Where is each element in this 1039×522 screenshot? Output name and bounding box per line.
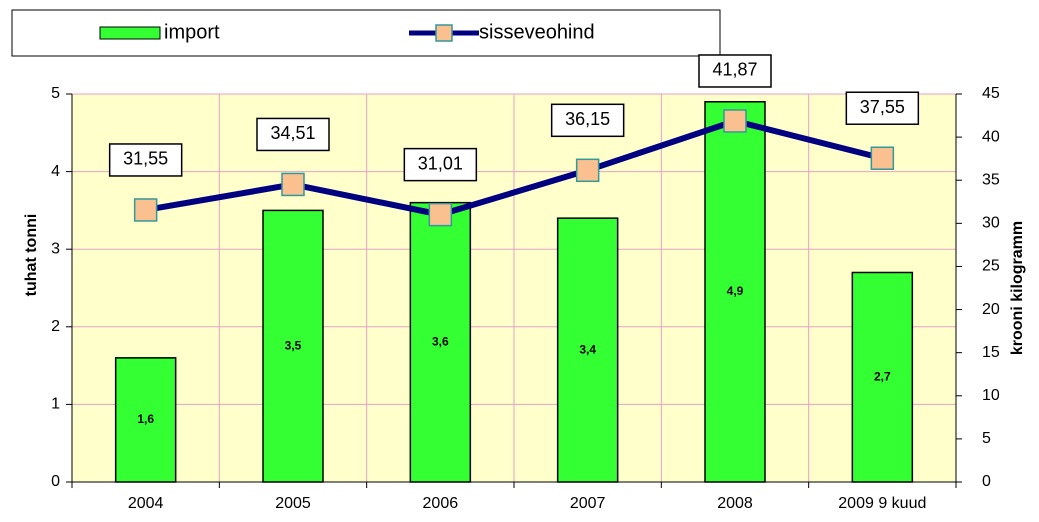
- y2-tick-label: 5: [982, 430, 991, 447]
- data-label-box: [845, 91, 920, 125]
- y2-tick-label: 15: [982, 344, 1000, 361]
- bar-label: 3,5: [285, 338, 302, 352]
- line: [145, 117, 884, 218]
- y-tick-label: 4: [51, 163, 60, 180]
- marker: [723, 109, 747, 133]
- data-label: 34,51: [270, 123, 315, 143]
- x-tick-label: 2008: [717, 495, 753, 512]
- y2-tick-label: 35: [982, 171, 1000, 188]
- y-axis-title: tuhat tonni: [23, 214, 40, 297]
- y-tick-label: 2: [51, 318, 60, 335]
- data-label-box: [256, 117, 330, 152]
- y-tick-label: 1: [51, 396, 60, 413]
- legend-marker: [435, 24, 453, 42]
- y-tick-label: 0: [51, 473, 60, 490]
- data-label-box: [108, 143, 183, 177]
- bar-label: 4,9: [727, 284, 744, 298]
- y2-tick-label: 30: [982, 215, 1000, 232]
- x-tick-label: 2006: [423, 495, 459, 512]
- bar: [114, 357, 177, 483]
- data-label: 36,15: [565, 109, 610, 129]
- y2-tick-label: 0: [982, 473, 991, 490]
- y2-axis-title: krooni kilogramm: [1009, 221, 1026, 355]
- bar: [262, 209, 324, 483]
- bar-label: 3,6: [432, 334, 449, 348]
- data-label: 31,55: [123, 149, 168, 169]
- data-label-box: [403, 147, 478, 182]
- y-tick-label: 5: [51, 85, 60, 102]
- marker: [575, 158, 600, 183]
- marker: [133, 198, 158, 222]
- data-label: 37,55: [860, 97, 905, 117]
- data-label: 31,01: [418, 153, 463, 173]
- bar: [556, 217, 619, 483]
- y-tick-label: 3: [51, 240, 60, 257]
- bar: [409, 201, 472, 483]
- x-tick-label: 2007: [570, 495, 606, 512]
- bar-label: 3,4: [579, 342, 596, 356]
- y2-tick-label: 25: [982, 258, 1000, 275]
- legend-swatch: [99, 26, 161, 40]
- legend-label: import: [164, 21, 220, 43]
- bar: [851, 271, 914, 483]
- marker: [428, 202, 453, 227]
- data-label-box: [698, 54, 772, 88]
- bar-label: 1,6: [137, 412, 154, 426]
- legend-label: sisseveohind: [479, 21, 595, 43]
- y2-tick-label: 20: [982, 301, 1000, 318]
- data-label: 41,87: [712, 60, 757, 80]
- y2-tick-label: 10: [982, 387, 1000, 404]
- y2-tick-label: 45: [982, 85, 1000, 102]
- marker: [870, 146, 895, 170]
- marker: [281, 172, 305, 197]
- bar-label: 2,7: [874, 369, 891, 383]
- bar: [704, 101, 766, 483]
- x-tick-label: 2004: [128, 495, 164, 512]
- y2-tick-label: 40: [982, 128, 1000, 145]
- x-tick-label: 2005: [275, 495, 311, 512]
- data-label-box: [550, 103, 625, 138]
- x-tick-label: 2009 9 kuud: [838, 495, 926, 512]
